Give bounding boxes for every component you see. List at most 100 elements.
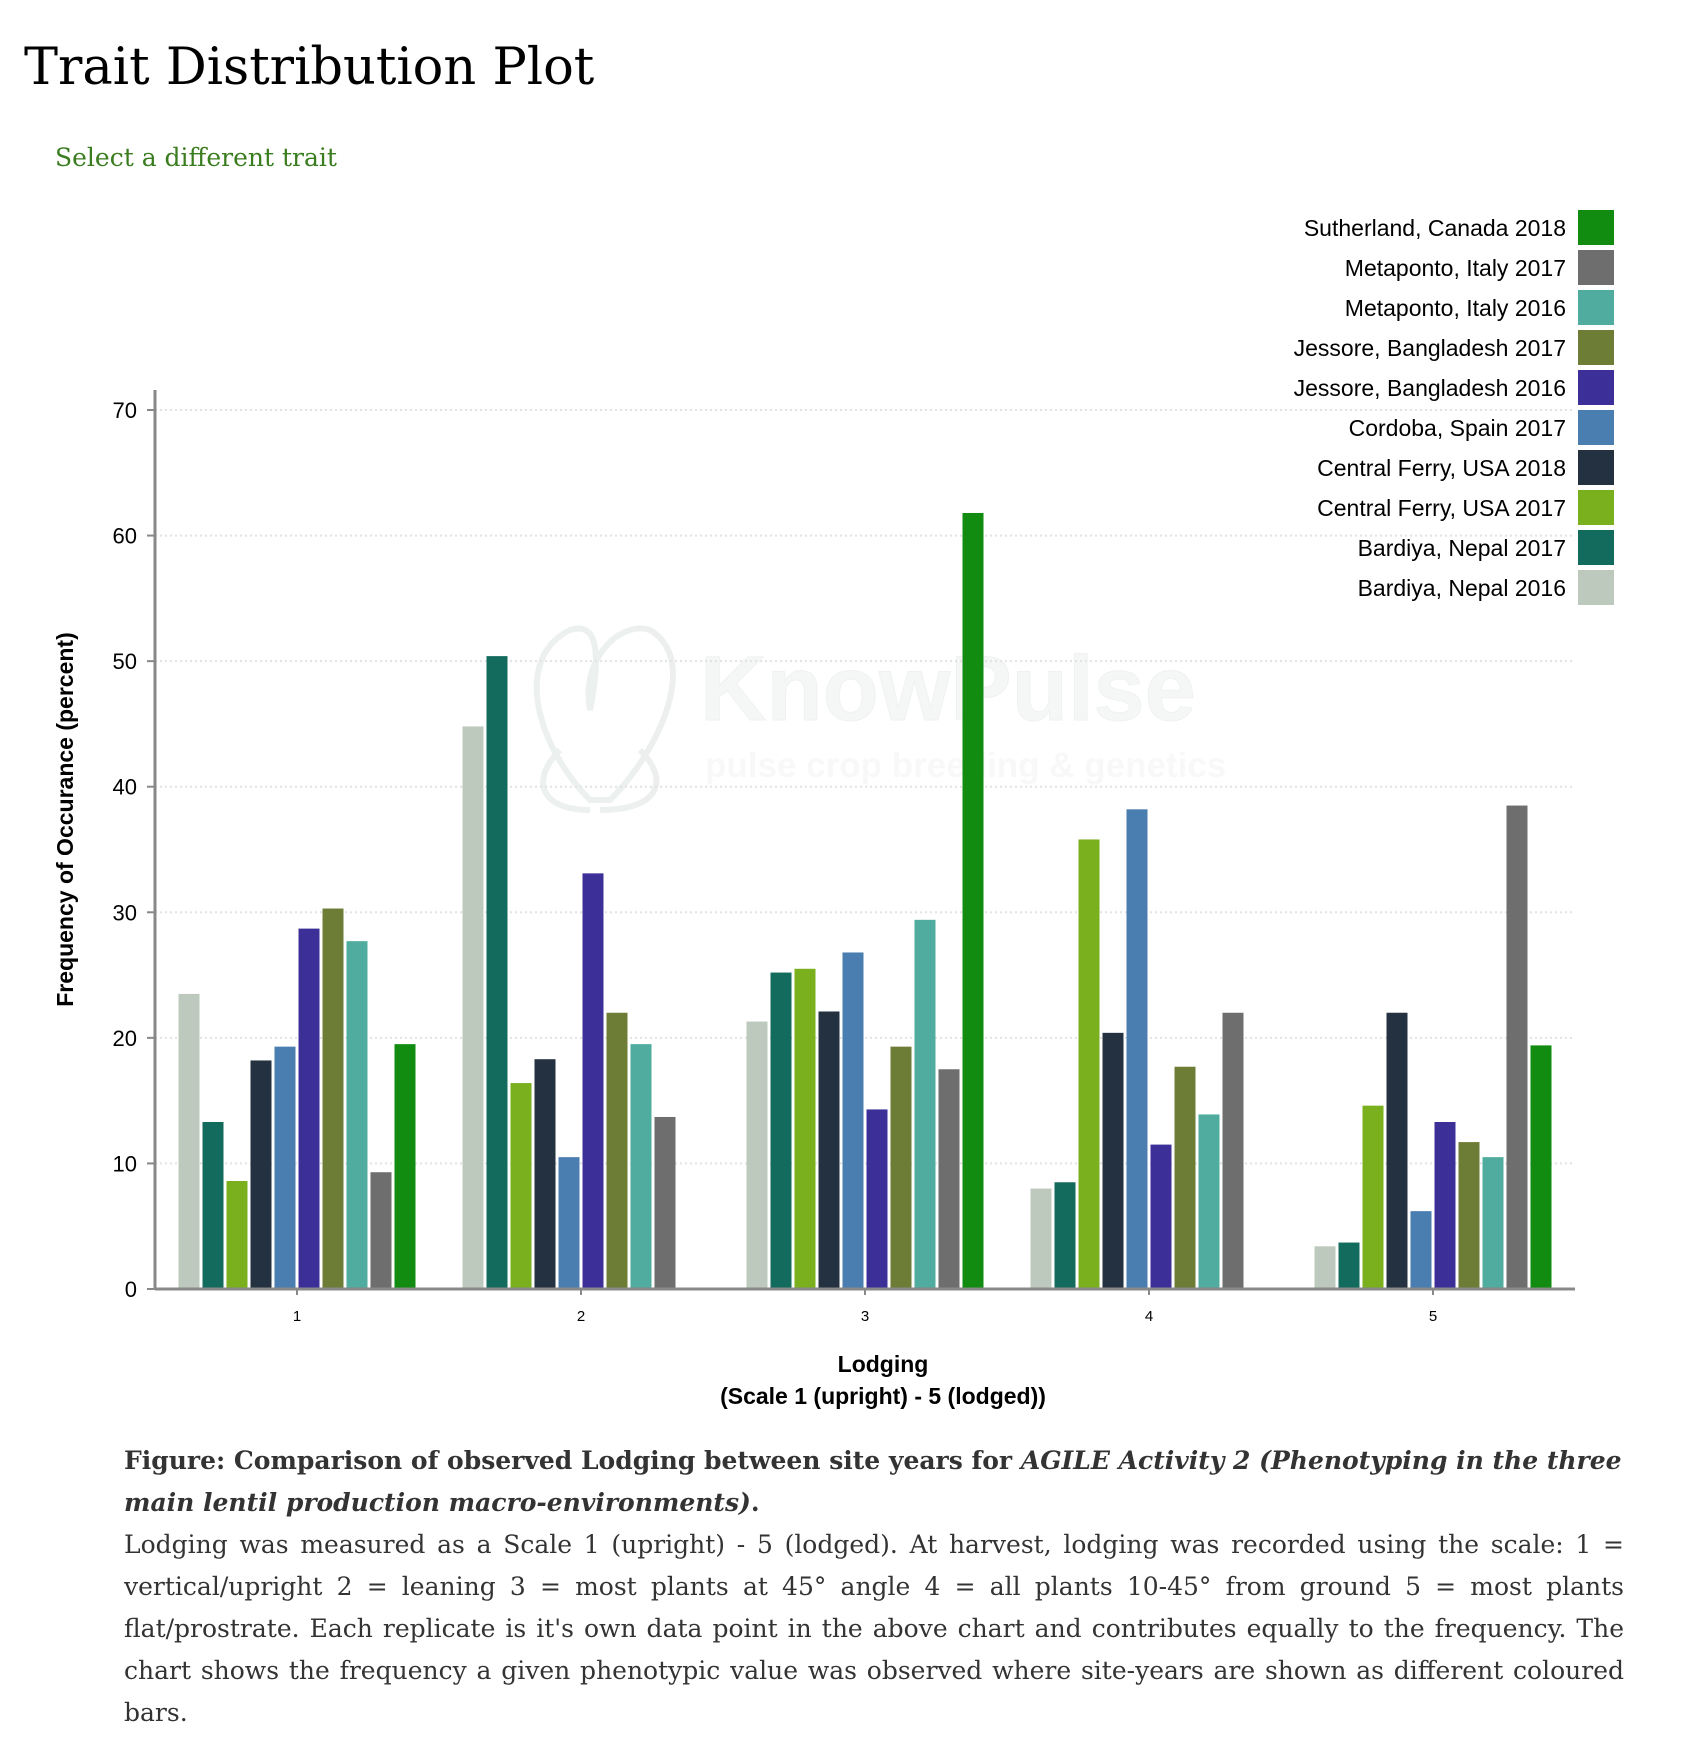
legend-label: Central Ferry, USA 2018 [1317,455,1566,481]
legend-swatch [1578,570,1614,605]
legend-label: Metaponto, Italy 2016 [1345,295,1566,321]
legend-label: Cordoba, Spain 2017 [1349,415,1566,441]
y-tick-label: 10 [113,1151,137,1176]
bar[interactable] [794,968,816,1289]
y-axis-ticks: 0 10 20 30 40 50 60 70 [113,398,155,1302]
bar[interactable] [322,908,344,1289]
bar[interactable] [962,512,984,1289]
figure-title-suffix: . [750,1488,760,1517]
y-axis-label: Frequency of Occurance (percent) [52,632,78,1007]
bar[interactable] [558,1157,580,1289]
select-trait-link[interactable]: Select a different trait [55,143,337,172]
bar[interactable] [1054,1182,1076,1289]
x-axis-ticks: 1 2 3 4 5 [293,1289,1437,1325]
watermark-name: KnowPulse [700,638,1196,740]
bar[interactable] [1410,1211,1432,1289]
page-title: Trait Distribution Plot [24,38,595,97]
x-axis-label: Lodging [838,1351,929,1377]
x-axis-sublabel: (Scale 1 (upright) - 5 (lodged)) [720,1383,1046,1409]
bar[interactable] [630,1044,652,1289]
legend-label: Jessore, Bangladesh 2017 [1294,335,1566,361]
x-tick-label: 4 [1145,1308,1153,1325]
y-tick-label: 0 [125,1277,137,1302]
figure-title-prefix: Figure: Comparison of observed Lodging b… [124,1446,1021,1475]
bar[interactable] [462,726,484,1289]
x-tick-label: 1 [293,1308,301,1325]
bar[interactable] [842,952,864,1289]
bar[interactable] [1078,839,1100,1289]
bar[interactable] [866,1109,888,1289]
y-tick-label: 20 [113,1026,137,1051]
bar[interactable] [890,1046,912,1289]
legend-swatch [1578,290,1614,325]
legend-swatch [1578,450,1614,485]
bar[interactable] [914,919,936,1289]
bar[interactable] [486,656,508,1289]
bar[interactable] [226,1181,248,1289]
y-tick-label: 50 [113,649,137,674]
bar[interactable] [1174,1066,1196,1289]
bar[interactable] [1198,1114,1220,1289]
bar[interactable] [1150,1144,1172,1289]
knowpulse-logo-icon [533,625,676,813]
bar[interactable] [1338,1242,1360,1289]
bar[interactable] [534,1059,556,1289]
legend-swatch [1578,250,1614,285]
bar[interactable] [298,928,320,1289]
figure-title: Figure: Comparison of observed Lodging b… [124,1440,1624,1524]
x-tick-label: 3 [861,1308,869,1325]
bar[interactable] [1222,1012,1244,1289]
legend-label: Jessore, Bangladesh 2016 [1294,375,1566,401]
bar[interactable] [1506,805,1528,1289]
bar[interactable] [1458,1142,1480,1289]
bar[interactable] [1386,1012,1408,1289]
legend-label: Bardiya, Nepal 2017 [1358,535,1566,561]
bar[interactable] [1362,1105,1384,1289]
bar[interactable] [370,1172,392,1289]
bar[interactable] [394,1044,416,1289]
bar[interactable] [1126,809,1148,1289]
y-tick-label: 60 [113,524,137,549]
legend-swatch [1578,490,1614,525]
bar[interactable] [1482,1157,1504,1289]
trait-distribution-chart: KnowPulse pulse crop breeding & genetics… [52,210,1614,1409]
legend-swatch [1578,330,1614,365]
bar[interactable] [606,1012,628,1289]
legend-label: Central Ferry, USA 2017 [1317,495,1566,521]
bar[interactable] [178,993,200,1289]
legend-label: Sutherland, Canada 2018 [1304,215,1566,241]
bar[interactable] [202,1121,224,1289]
bar[interactable] [250,1060,272,1289]
bar[interactable] [818,1011,840,1289]
x-tick-label: 2 [577,1308,585,1325]
legend-swatch [1578,530,1614,565]
legend-label: Bardiya, Nepal 2016 [1358,575,1566,601]
legend-swatch [1578,410,1614,445]
bar[interactable] [510,1083,532,1289]
x-tick-label: 5 [1429,1308,1437,1325]
legend-swatch [1578,370,1614,405]
bar[interactable] [938,1069,960,1289]
bar[interactable] [274,1046,296,1289]
bar[interactable] [746,1021,768,1289]
bar[interactable] [346,941,368,1289]
legend-swatch [1578,210,1614,245]
bar[interactable] [582,873,604,1289]
y-tick-label: 30 [113,900,137,925]
bar[interactable] [770,972,792,1289]
legend: Sutherland, Canada 2018 Metaponto, Italy … [1294,210,1614,605]
bars [178,512,1552,1289]
bar[interactable] [1530,1045,1552,1289]
bar[interactable] [1030,1188,1052,1289]
y-tick-label: 70 [113,398,137,423]
knowpulse-watermark: KnowPulse pulse crop breeding & genetics [533,625,1226,813]
figure-caption: Figure: Comparison of observed Lodging b… [124,1440,1624,1734]
legend-label: Metaponto, Italy 2017 [1345,255,1566,281]
y-gridlines [155,409,1575,1165]
bar[interactable] [1102,1032,1124,1289]
figure-description: Lodging was measured as a Scale 1 (uprig… [124,1530,1624,1727]
bar[interactable] [1434,1121,1456,1289]
bar[interactable] [654,1116,676,1289]
bar[interactable] [1314,1246,1336,1289]
figure-title-italic: AGILE Activity 2 (Phenotyping in the thr… [124,1446,1622,1517]
